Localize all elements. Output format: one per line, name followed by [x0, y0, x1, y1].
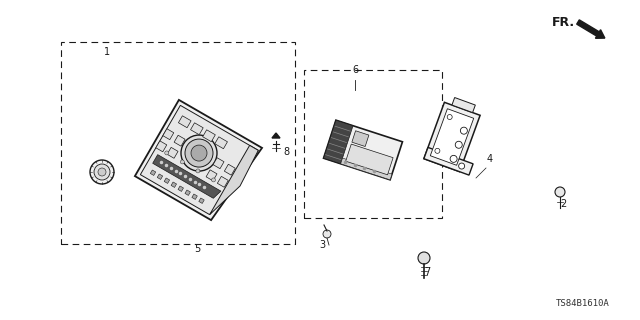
Text: 6: 6	[352, 65, 358, 75]
Circle shape	[181, 135, 217, 171]
Polygon shape	[352, 131, 369, 147]
Polygon shape	[430, 109, 474, 165]
Circle shape	[185, 139, 213, 167]
Polygon shape	[225, 164, 236, 175]
Circle shape	[211, 178, 216, 182]
Polygon shape	[157, 174, 163, 180]
Polygon shape	[272, 133, 280, 138]
Polygon shape	[135, 100, 262, 220]
Text: 4: 4	[487, 154, 493, 164]
Polygon shape	[424, 148, 473, 175]
Polygon shape	[171, 182, 177, 188]
Text: 2: 2	[560, 199, 566, 209]
Polygon shape	[215, 137, 227, 149]
Polygon shape	[206, 170, 217, 181]
Circle shape	[455, 141, 462, 148]
Circle shape	[90, 160, 114, 184]
Polygon shape	[174, 135, 185, 146]
Text: FR.: FR.	[552, 15, 575, 28]
Polygon shape	[218, 176, 228, 187]
Polygon shape	[203, 130, 215, 142]
Circle shape	[323, 230, 331, 238]
Circle shape	[555, 187, 565, 197]
Circle shape	[450, 156, 457, 162]
Text: 5: 5	[194, 244, 200, 254]
Circle shape	[196, 169, 200, 173]
Circle shape	[98, 168, 106, 176]
Polygon shape	[163, 129, 174, 140]
Text: 7: 7	[424, 267, 430, 277]
Polygon shape	[164, 178, 170, 183]
Polygon shape	[192, 194, 197, 199]
FancyArrow shape	[577, 20, 605, 38]
Circle shape	[180, 160, 184, 164]
Polygon shape	[191, 123, 204, 135]
Polygon shape	[340, 158, 392, 180]
Polygon shape	[140, 105, 259, 215]
Text: 1: 1	[104, 47, 110, 57]
Polygon shape	[210, 145, 259, 215]
Polygon shape	[153, 155, 221, 198]
Circle shape	[460, 127, 467, 134]
Polygon shape	[185, 190, 190, 196]
Polygon shape	[178, 186, 184, 191]
Polygon shape	[199, 198, 204, 204]
Circle shape	[191, 145, 207, 161]
Polygon shape	[346, 144, 393, 175]
Polygon shape	[213, 158, 224, 169]
Circle shape	[459, 163, 465, 169]
Circle shape	[164, 151, 169, 155]
Polygon shape	[179, 116, 191, 128]
Polygon shape	[424, 102, 480, 172]
Text: TS84B1610A: TS84B1610A	[556, 299, 610, 308]
Circle shape	[94, 164, 110, 180]
Polygon shape	[150, 170, 156, 175]
Circle shape	[435, 148, 440, 153]
Circle shape	[418, 252, 430, 264]
Text: 8: 8	[283, 147, 289, 157]
Polygon shape	[452, 98, 476, 113]
Circle shape	[447, 115, 452, 119]
Text: 3: 3	[319, 240, 325, 250]
Polygon shape	[324, 120, 403, 180]
Polygon shape	[156, 141, 167, 152]
Polygon shape	[167, 148, 178, 158]
Polygon shape	[324, 120, 353, 164]
